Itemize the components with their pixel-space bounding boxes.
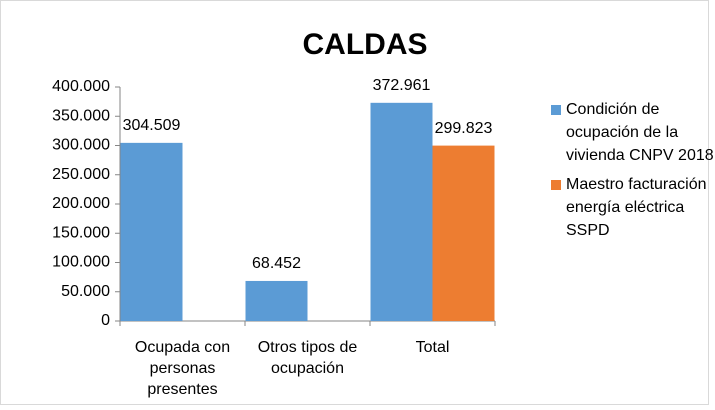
y-tick-label: 50.000: [61, 283, 110, 300]
bar: [245, 280, 308, 321]
legend-swatch: [551, 105, 561, 115]
y-tick-label: 400.000: [52, 78, 110, 95]
y-tick-label: 350.000: [52, 107, 110, 124]
legend-label: Maestro facturación energía eléctrica SS…: [566, 176, 707, 239]
chart-frame: [0, 0, 709, 405]
x-tick-label: Otros tipos de ocupación: [257, 339, 358, 377]
bar: [432, 145, 495, 321]
value-label: 68.452: [252, 255, 301, 272]
legend-swatch: [551, 180, 561, 190]
value-label: 299.823: [435, 120, 493, 137]
x-tick-label: Total: [415, 339, 450, 356]
x-tick-label: Ocupada con personas presentes: [134, 339, 231, 398]
y-tick-label: 0: [101, 312, 110, 329]
value-label: 304.509: [123, 117, 181, 134]
y-tick-label: 300.000: [52, 137, 110, 154]
y-tick-label: 150.000: [52, 224, 110, 241]
bar: [120, 142, 183, 321]
bar: [370, 102, 433, 322]
y-tick-label: 200.000: [52, 195, 110, 212]
legend-label: Condición de ocupación de la vivienda CN…: [566, 101, 714, 164]
chart-title: CALDAS: [303, 28, 428, 61]
y-tick-label: 100.000: [52, 254, 110, 271]
y-tick-label: 250.000: [52, 166, 110, 183]
value-label: 372.961: [373, 77, 431, 94]
